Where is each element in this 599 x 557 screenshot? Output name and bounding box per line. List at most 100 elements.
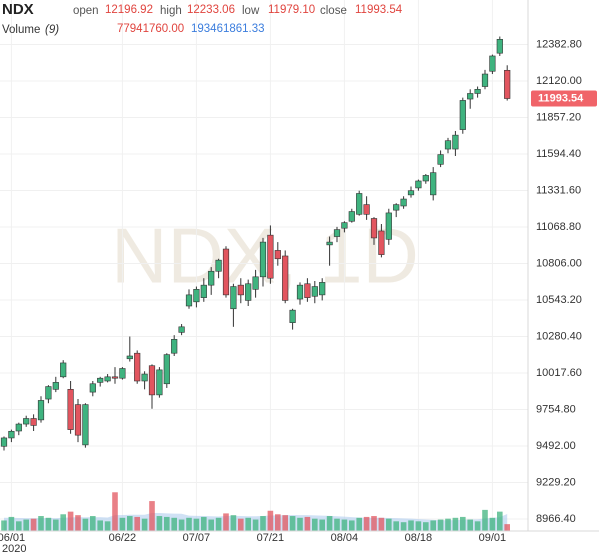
- volume-bar: [326, 516, 333, 531]
- y-tick-label: 11331.60: [536, 184, 581, 196]
- volume-bar: [497, 511, 503, 531]
- volume-bar: [16, 521, 22, 531]
- candle-body: [193, 289, 200, 303]
- candle-body: [8, 430, 15, 439]
- candle-body: [141, 373, 148, 382]
- candle-body: [230, 286, 237, 310]
- volume-period: (9): [45, 24, 59, 36]
- volume-bar: [38, 516, 44, 531]
- candle-body: [215, 259, 222, 272]
- volume-bar: [30, 518, 37, 531]
- volume-bar: [386, 518, 392, 531]
- candle-body: [15, 423, 22, 432]
- volume-bar: [215, 517, 222, 531]
- candle-body: [134, 352, 141, 382]
- candle-body: [489, 55, 496, 72]
- candle-body: [274, 250, 281, 260]
- volume-bar: [467, 519, 473, 531]
- candle-body: [296, 284, 304, 300]
- candle-body: [74, 404, 82, 436]
- candle-body: [119, 368, 126, 379]
- open-key: open: [73, 5, 99, 17]
- last-price-tag: [531, 90, 597, 107]
- candle-body: [52, 382, 59, 390]
- candle-body: [348, 211, 355, 222]
- candle-body: [252, 276, 259, 290]
- candle-body: [104, 376, 111, 382]
- volume-bar: [75, 515, 81, 531]
- candle-body: [333, 229, 341, 237]
- volume-bar: [430, 520, 436, 531]
- volume-bar: [504, 524, 510, 531]
- close-key: close: [320, 5, 347, 17]
- candle-body: [282, 255, 289, 301]
- candle-body: [319, 282, 326, 296]
- volume-bar: [45, 517, 52, 531]
- volume-bar: [53, 519, 59, 531]
- candle-body: [474, 89, 481, 94]
- volume-bar: [127, 516, 133, 531]
- volume-bar: [260, 516, 266, 531]
- volume-bar: [371, 516, 377, 531]
- high-key: high: [160, 5, 182, 17]
- candle-body: [89, 383, 96, 393]
- y-tick-label: 10806.00: [536, 257, 582, 269]
- candle-body: [481, 73, 489, 87]
- x-tick-label: 07/07: [183, 532, 211, 544]
- x-tick-label: 06/22: [109, 532, 137, 544]
- candle-body: [430, 172, 437, 196]
- volume-bar: [171, 517, 177, 531]
- plot-area: NDX, 1D: [0, 0, 528, 531]
- candle-body: [356, 193, 363, 215]
- volume-bar: [282, 515, 288, 531]
- y-tick-label: 10280.40: [536, 330, 582, 342]
- volume-bar: [119, 517, 126, 531]
- y-tick-label: 9229.20: [536, 476, 576, 488]
- candle-body: [363, 204, 370, 215]
- volume-bar: [489, 517, 496, 531]
- candle-body: [444, 140, 452, 150]
- volume-bar: [423, 522, 429, 531]
- volume-bar: [408, 520, 414, 531]
- volume-bar: [23, 519, 29, 531]
- volume-bar: [452, 517, 459, 531]
- y-tick-label: 12120.00: [536, 75, 582, 87]
- volume-bar: [474, 521, 481, 531]
- candle-body: [415, 180, 422, 189]
- candle-body: [245, 283, 252, 301]
- volume-ma-value: 193461861.33: [191, 23, 265, 35]
- candle-body: [111, 376, 119, 379]
- volume-bar: [349, 520, 355, 531]
- candle-body: [185, 294, 193, 307]
- candle-body: [163, 354, 170, 385]
- volume-bar: [415, 521, 422, 531]
- candle-body: [45, 386, 52, 400]
- candle-body: [67, 389, 74, 430]
- candle-body: [267, 234, 274, 279]
- volume-bar: [319, 519, 325, 531]
- candle-body: [326, 241, 333, 246]
- volume-bar: [238, 518, 244, 531]
- candle-body: [0, 437, 8, 447]
- volume-bar: [482, 509, 488, 531]
- candle-body: [370, 218, 378, 239]
- candle-body: [400, 198, 407, 207]
- x-tick-label: 08/18: [405, 532, 433, 544]
- candle-body: [156, 369, 163, 396]
- volume-bar: [149, 501, 155, 531]
- volume-bar: [356, 517, 362, 531]
- close-value: 11993.54: [355, 4, 403, 16]
- candle-body: [467, 93, 474, 100]
- candle-body: [30, 418, 37, 426]
- candle-body: [385, 212, 392, 240]
- candle-body: [259, 241, 267, 278]
- volume-bar: [201, 516, 207, 531]
- volume-bar: [312, 518, 318, 531]
- candle-body: [496, 39, 503, 54]
- candle-body: [171, 339, 178, 354]
- candle-body: [378, 230, 385, 255]
- volume-bar: [97, 520, 103, 531]
- x-tick-label: 08/04: [331, 532, 359, 544]
- volume-bar: [164, 516, 170, 531]
- open-value: 12196.92: [105, 4, 153, 16]
